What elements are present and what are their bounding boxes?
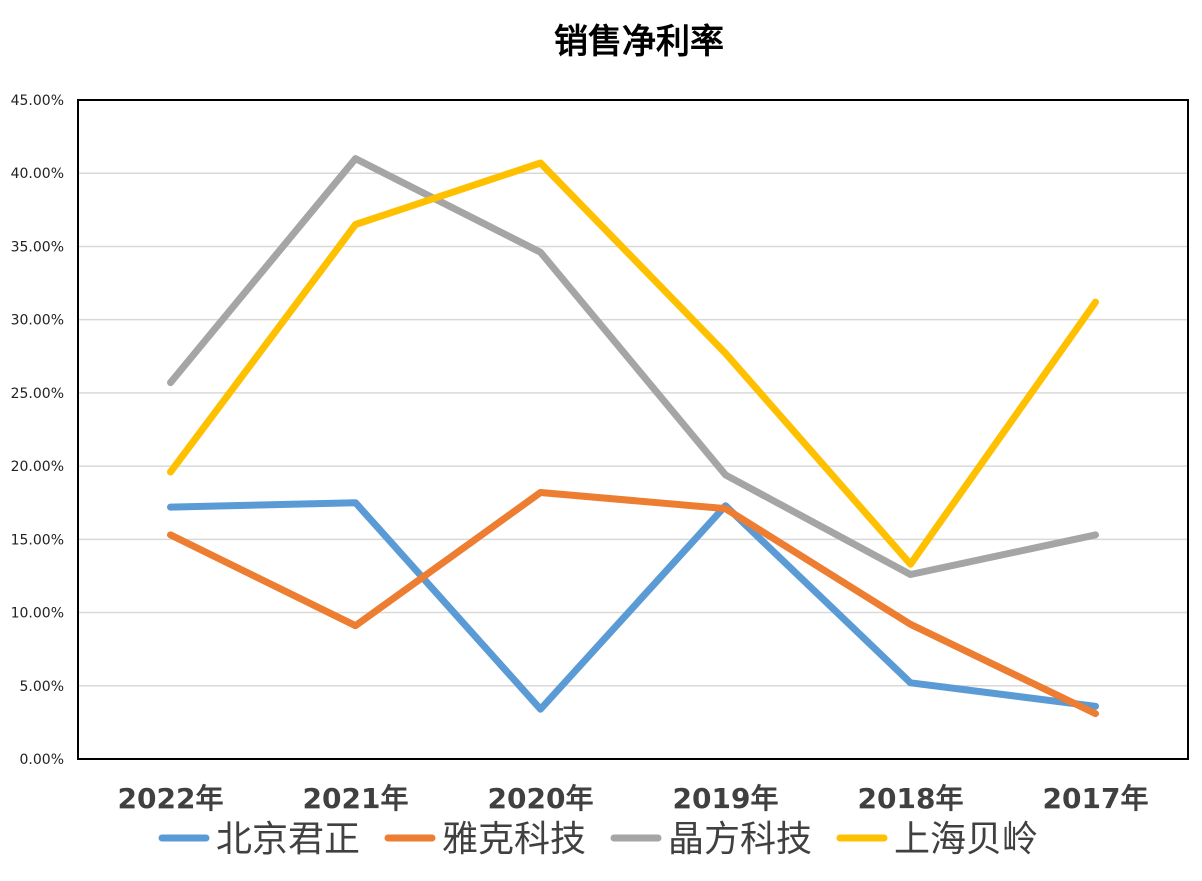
y-tick-label: 20.00% bbox=[11, 459, 64, 475]
legend: 北京君正 雅克科技 晶方科技 上海贝岭 bbox=[158, 819, 1038, 860]
y-tick-label: 35.00% bbox=[11, 239, 64, 255]
chart-title: 销售净利率 bbox=[554, 22, 724, 62]
series-line bbox=[167, 155, 1099, 578]
y-tick-label: 15.00% bbox=[11, 532, 64, 548]
y-tick-label: 25.00% bbox=[11, 386, 64, 402]
series-lines bbox=[167, 155, 1099, 718]
legend-label: 晶方科技 bbox=[668, 819, 812, 860]
y-tick-label: 45.00% bbox=[11, 93, 64, 109]
x-axis-ticks: 2022年 2021年 2020年 2019年 2018年 2017年 bbox=[118, 782, 1149, 815]
x-tick-label: 2019年 bbox=[673, 782, 779, 815]
x-tick-label: 2018年 bbox=[858, 782, 964, 815]
y-tick-label: 10.00% bbox=[11, 606, 64, 622]
x-tick-label: 2020年 bbox=[488, 782, 594, 815]
y-tick-label: 5.00% bbox=[20, 679, 64, 695]
legend-label: 北京君正 bbox=[216, 819, 360, 860]
x-tick-label: 2021年 bbox=[303, 782, 409, 815]
x-tick-label: 2022年 bbox=[118, 782, 224, 815]
plot-area bbox=[77, 99, 1189, 760]
y-axis-ticks: 0.00% 5.00% 10.00% 15.00% 20.00% 25.00% 30.00%… bbox=[11, 93, 64, 768]
y-tick-label: 0.00% bbox=[20, 752, 64, 768]
series-line bbox=[167, 489, 1099, 718]
series-line bbox=[167, 159, 1099, 568]
y-tick-label: 40.00% bbox=[11, 166, 64, 182]
y-tick-label: 30.00% bbox=[11, 313, 64, 329]
x-tick-label: 2017年 bbox=[1043, 782, 1149, 815]
series-line bbox=[167, 499, 1099, 713]
gridlines bbox=[78, 172, 1188, 687]
legend-label: 上海贝岭 bbox=[894, 819, 1038, 860]
legend-label: 雅克科技 bbox=[442, 819, 586, 860]
